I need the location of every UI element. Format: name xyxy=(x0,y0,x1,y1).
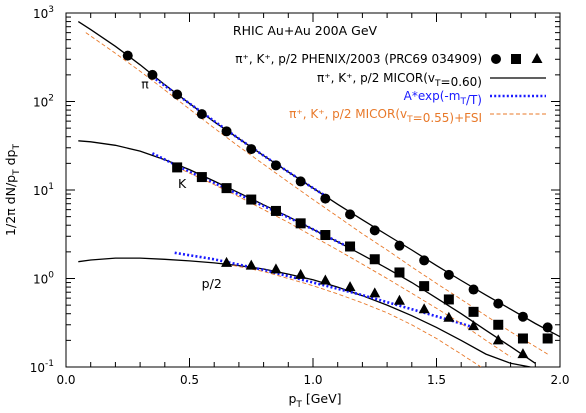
data-point-square xyxy=(443,294,454,305)
x-tick-label: 0.0 xyxy=(56,373,75,387)
y-tick-label: 101 xyxy=(33,182,54,198)
data-point-triangle xyxy=(295,268,307,279)
data-point-circle xyxy=(221,126,232,137)
data-point-square xyxy=(320,230,331,241)
data-point-circle xyxy=(394,240,405,251)
data-point-square xyxy=(270,205,281,216)
data-point-triangle xyxy=(369,287,381,298)
chart-title: RHIC Au+Au 200A GeV xyxy=(233,23,378,38)
series-line-6 xyxy=(151,75,329,199)
legend-marker-square xyxy=(511,54,521,64)
tick-labels: 0.0 0.5 1.0 1.5 2.0 10-1 100 101 102 103 xyxy=(30,5,570,387)
series-line-4 xyxy=(78,140,536,364)
y-tick-label: 100 xyxy=(33,271,54,287)
data-point-circle xyxy=(493,298,504,309)
data-point-triangle xyxy=(221,256,233,267)
series-group xyxy=(77,21,560,367)
data-point-circle xyxy=(246,144,257,155)
x-tick-label: 1.0 xyxy=(303,373,322,387)
data-point-square xyxy=(468,306,479,317)
data-point-triangle xyxy=(418,303,430,314)
legend-marker-triangle xyxy=(531,53,543,63)
legend-label: π⁺, K⁺, p/2 PHENIX/2003 (PRC69 034909) xyxy=(235,52,482,66)
y-tick-label: 10-1 xyxy=(30,359,54,375)
data-point-circle xyxy=(270,160,281,171)
y-axis-label: 1/2π dN/pT dpT xyxy=(3,144,22,236)
series-annotation: K xyxy=(178,176,187,191)
data-point-circle xyxy=(443,269,454,280)
x-tick-label: 1.5 xyxy=(427,373,446,387)
legend-label: π⁺, K⁺, p/2 MICOR(vT=0.60) xyxy=(317,71,482,89)
series-line-10 xyxy=(177,166,511,358)
annotations: π Kp/2 xyxy=(141,77,222,291)
data-point-circle xyxy=(147,69,158,80)
data-point-triangle xyxy=(245,259,257,270)
data-point-circle xyxy=(419,255,430,266)
series-line-3 xyxy=(77,21,560,338)
data-point-circle xyxy=(320,193,331,204)
legend-label: π⁺, K⁺, p/2 MICOR(vT=0.55)+FSI xyxy=(289,107,482,125)
data-point-circle xyxy=(295,176,306,187)
data-point-triangle xyxy=(443,311,455,322)
legend: π⁺, K⁺, p/2 PHENIX/2003 (PRC69 034909) π⁺… xyxy=(235,52,546,125)
data-point-square xyxy=(493,319,504,330)
data-point-square xyxy=(295,218,306,229)
data-point-triangle xyxy=(517,348,529,359)
data-point-triangle xyxy=(319,274,331,285)
data-point-triangle xyxy=(468,320,480,331)
data-point-square xyxy=(196,172,207,183)
data-point-square xyxy=(172,162,183,173)
data-point-circle xyxy=(172,89,183,100)
data-point-square xyxy=(394,267,405,278)
data-point-square xyxy=(345,241,356,252)
data-point-square xyxy=(419,281,430,292)
y-tick-label: 102 xyxy=(33,94,54,110)
legend-label: A*exp(-mT/T) xyxy=(404,89,482,107)
x-tick-label: 2.0 xyxy=(550,373,569,387)
x-axis-label: pT [GeV] xyxy=(288,391,341,409)
data-point-circle xyxy=(196,109,207,120)
data-point-circle xyxy=(542,322,553,333)
data-point-triangle xyxy=(344,281,356,292)
data-point-circle xyxy=(345,209,356,220)
plot-area-frame xyxy=(65,12,561,368)
axis-ticks xyxy=(65,12,561,368)
series-annotation: p/2 xyxy=(202,276,222,291)
y-tick-label: 103 xyxy=(33,5,54,21)
data-point-circle xyxy=(122,50,133,61)
data-point-triangle xyxy=(270,263,282,274)
series-annotation: π xyxy=(141,77,149,92)
data-point-triangle xyxy=(393,294,405,305)
data-point-circle xyxy=(517,311,528,322)
data-point-circle xyxy=(369,225,380,236)
data-point-square xyxy=(246,194,257,205)
series-line-11 xyxy=(226,263,482,367)
data-point-square xyxy=(517,333,528,344)
data-point-square xyxy=(542,333,553,344)
data-point-triangle xyxy=(492,334,504,345)
legend-marker-circle xyxy=(491,54,501,64)
data-point-square xyxy=(369,254,380,265)
series-line-5 xyxy=(78,257,531,367)
x-tick-label: 0.5 xyxy=(180,373,199,387)
data-point-square xyxy=(221,183,232,194)
data-point-circle xyxy=(468,284,479,295)
